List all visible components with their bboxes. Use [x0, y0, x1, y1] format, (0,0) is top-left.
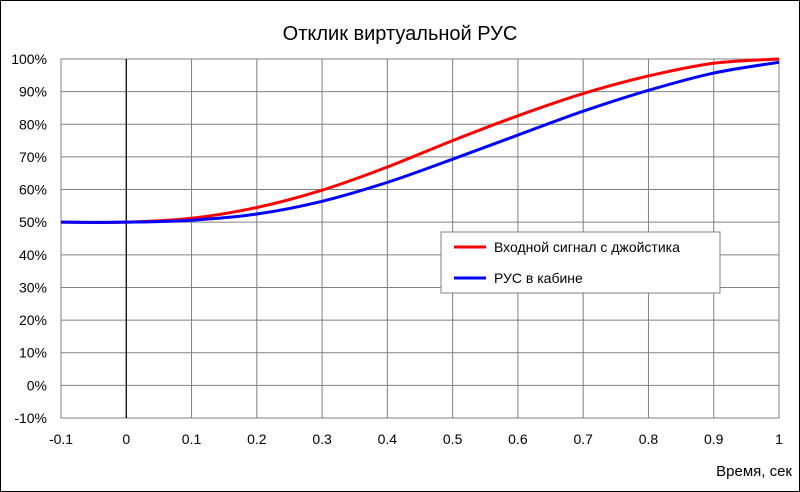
y-tick-label: 10% [19, 345, 47, 361]
x-tick-label: 0.5 [443, 431, 463, 447]
chart-title: Отклик виртуальной РУС [283, 23, 518, 45]
x-tick-labels: -0.1 0 0.1 0.2 0.3 0.4 0.5 0.6 0.7 0.8 0.9 1 [49, 431, 783, 447]
x-axis-label: Время, сек [716, 463, 792, 480]
legend-label: Входной сигнал с джойстика [494, 239, 680, 255]
series-lines [60, 57, 780, 224]
y-tick-label: 70% [19, 149, 47, 165]
series-line [60, 57, 780, 224]
y-tick-label: 30% [19, 279, 47, 295]
grid [60, 58, 780, 419]
x-tick-label: 0.3 [312, 431, 332, 447]
x-tick-label: 0.1 [182, 431, 202, 447]
legend-box [440, 231, 721, 294]
y-tick-label: 100% [11, 51, 47, 67]
y-tick-label: 90% [19, 84, 47, 100]
y-tick-label: 0% [27, 377, 47, 393]
y-tick-label: 60% [19, 182, 47, 198]
legend: Входной сигнал с джойстика РУС в кабине [440, 231, 721, 294]
x-tick-label: 0.2 [247, 431, 267, 447]
y-tick-labels: -10% 0% 10% 20% 30% 40% 50% 60% 70% 80% 90% 100% [11, 51, 47, 426]
y-tick-label: 50% [19, 214, 47, 230]
y-tick-label: 80% [19, 116, 47, 132]
y-tick-label: 20% [19, 312, 47, 328]
y-tick-label: 40% [19, 247, 47, 263]
x-tick-label: 0 [122, 431, 130, 447]
y-tick-label: -10% [14, 410, 47, 426]
x-tick-label: -0.1 [49, 431, 73, 447]
x-tick-label: 0.6 [508, 431, 528, 447]
x-tick-label: 0.4 [378, 431, 398, 447]
x-tick-label: 0.8 [639, 431, 659, 447]
x-tick-label: 1 [775, 431, 783, 447]
x-tick-label: 0.9 [704, 431, 724, 447]
legend-label: РУС в кабине [494, 270, 583, 286]
x-tick-label: 0.7 [573, 431, 593, 447]
series-line [60, 60, 780, 224]
